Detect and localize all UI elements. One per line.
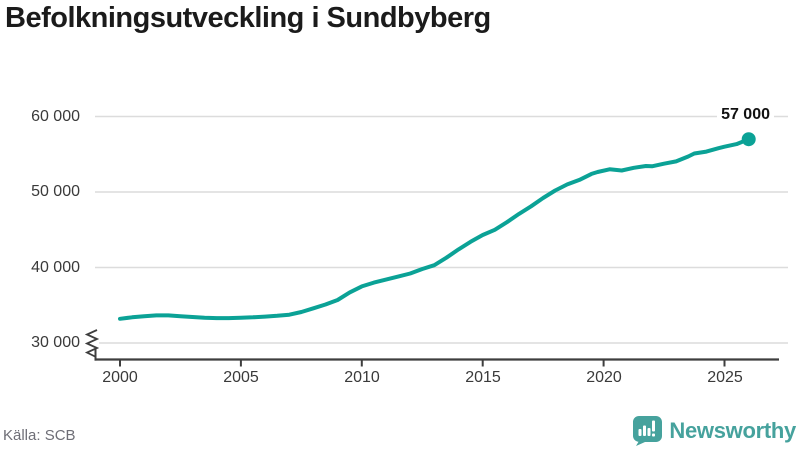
population-line [118, 137, 751, 321]
source-note: Källa: SCB [3, 427, 76, 444]
x-axis-tick-label: 2020 [586, 369, 622, 386]
newsworthy-speech-bubble-icon [633, 416, 663, 446]
y-axis-tick-label: 40 000 [31, 259, 80, 276]
newsworthy-logo[interactable]: Newsworthy [633, 415, 796, 447]
end-point-dot [741, 132, 756, 147]
axis-break-zigzag [84, 329, 100, 358]
y-axis-tick-label: 30 000 [31, 334, 80, 351]
x-axis-tick-label: 2005 [223, 369, 259, 386]
x-axis-tick-label: 2000 [102, 369, 138, 386]
end-value-label: 57 000 [717, 105, 774, 124]
x-axis-tick-label: 2015 [465, 369, 501, 386]
bar-chart-glyph [638, 420, 656, 437]
y-axis-tick-label: 50 000 [31, 183, 80, 200]
x-axis-tick-label: 2010 [344, 369, 380, 386]
x-axis-tick-label: 2025 [707, 369, 743, 386]
chart-title: Befolkningsutveckling i Sundbyberg [5, 2, 491, 34]
y-axis-tick-label: 60 000 [31, 108, 80, 125]
newsworthy-logo-text: Newsworthy [669, 418, 796, 443]
